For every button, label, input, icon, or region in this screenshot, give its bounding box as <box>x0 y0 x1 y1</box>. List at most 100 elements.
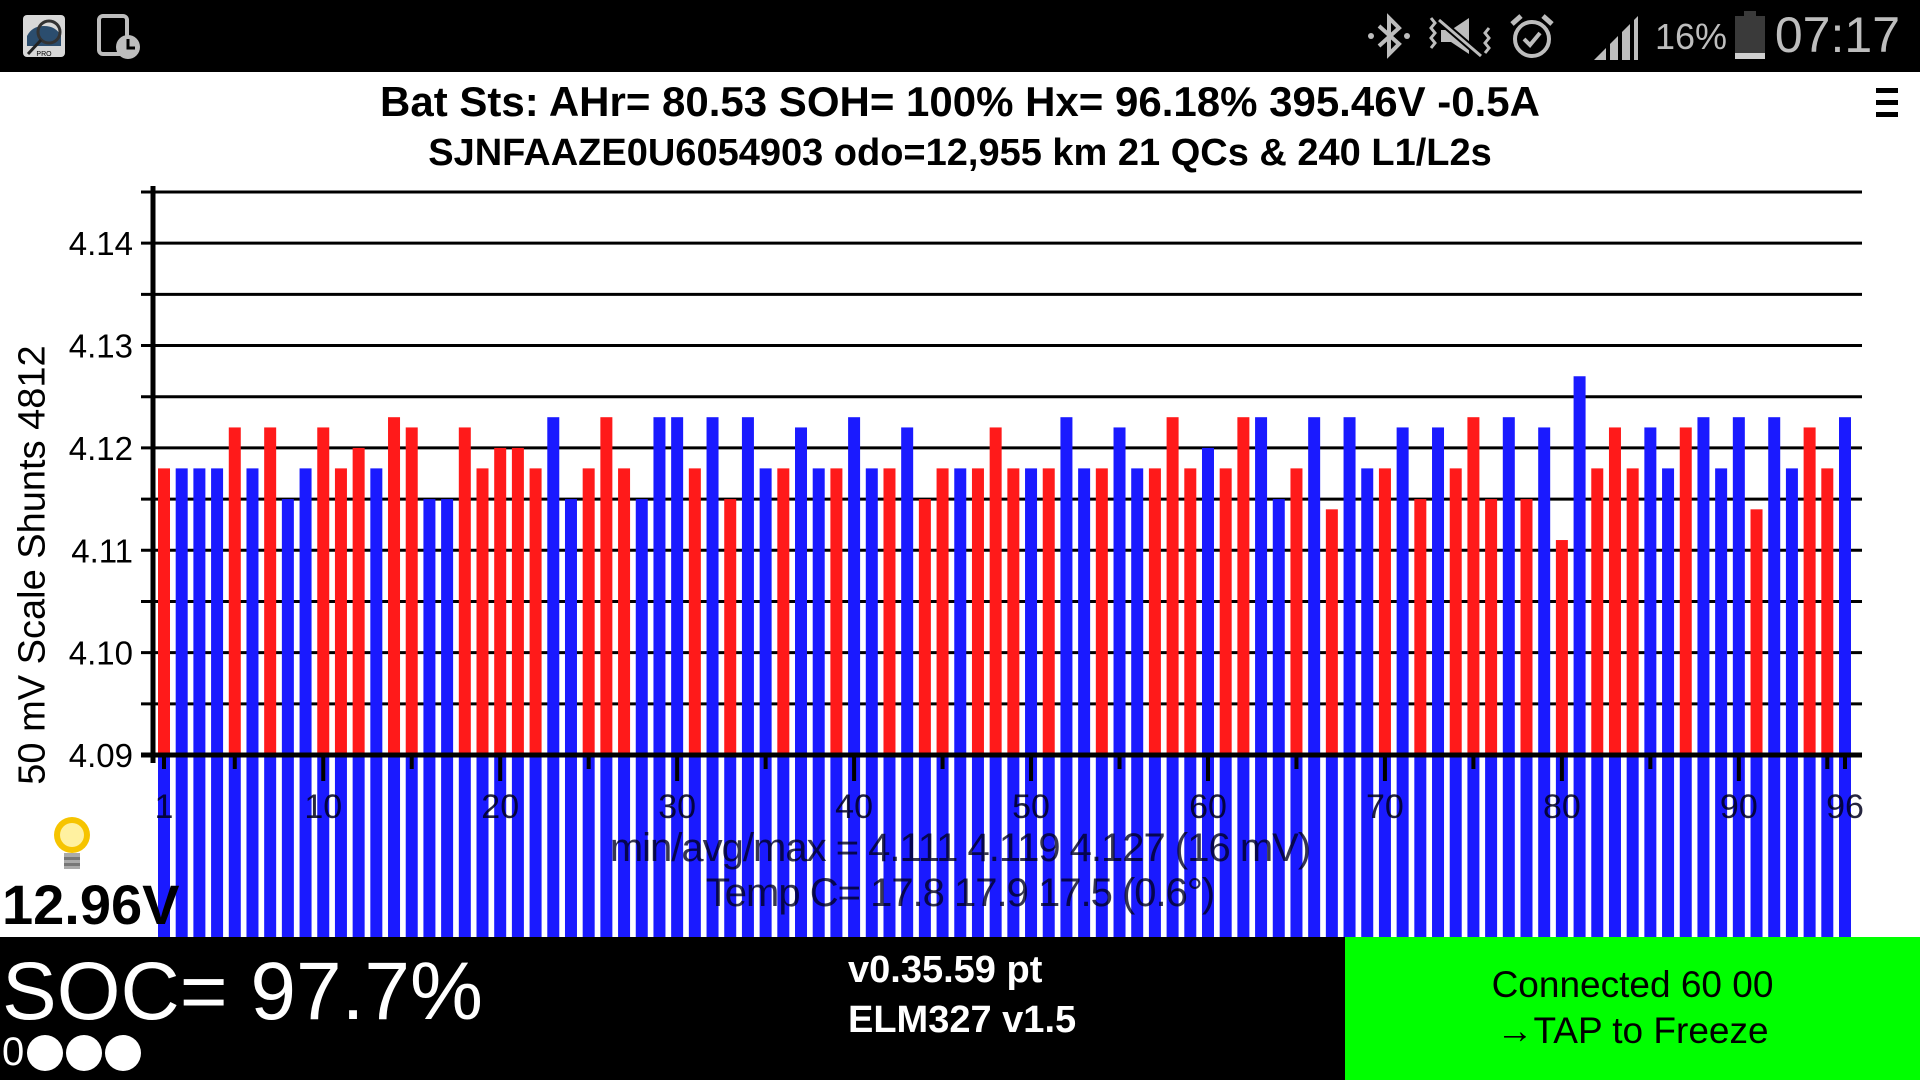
shunt-bar <box>1255 755 1268 937</box>
cell-bar <box>1538 427 1551 755</box>
shunt-bar <box>1166 755 1179 937</box>
shunt-bar <box>1803 755 1816 937</box>
cell-bar <box>1662 468 1675 755</box>
x-tick-label: 80 <box>1543 788 1581 826</box>
cell-bar <box>777 468 790 755</box>
cell-bar <box>1449 468 1462 755</box>
connection-freeze-button[interactable]: Connected 60 00 →TAP to Freeze <box>1345 937 1920 1080</box>
cell-bar <box>1485 499 1498 755</box>
shunt-bar <box>211 755 224 937</box>
cell-bar <box>175 468 188 755</box>
shunt-bar <box>1732 755 1745 937</box>
cell-bar <box>954 468 967 755</box>
cell-bar <box>865 468 878 755</box>
cell-bar <box>1626 468 1639 755</box>
shunt-bar <box>1591 755 1604 937</box>
shunt-bar <box>1042 755 1055 937</box>
alarm-icon <box>1510 14 1554 58</box>
cell-bar <box>1715 468 1728 755</box>
cell-bar <box>1697 417 1710 755</box>
cell-bar <box>795 427 808 755</box>
cell-bar <box>564 499 577 755</box>
battery-status-line: Bat Sts: AHr= 80.53 SOH= 100% Hx= 96.18%… <box>380 78 1540 125</box>
cell-bar <box>494 447 507 755</box>
shunt-bar <box>1626 755 1639 937</box>
cell-bar <box>1095 468 1108 755</box>
signal-icon <box>1594 16 1638 60</box>
shunt-bar <box>759 755 772 937</box>
cell-bar <box>618 468 631 755</box>
shunt-bar <box>1821 755 1834 937</box>
shunt-bar <box>547 755 560 937</box>
shunt-bar <box>1060 755 1073 937</box>
clock: 07:17 <box>1774 7 1900 63</box>
shunt-bar <box>600 755 613 937</box>
dot-icon <box>105 1034 142 1071</box>
cell-bar <box>1520 499 1533 755</box>
cell-bar <box>193 468 206 755</box>
shunt-bar <box>1378 755 1391 937</box>
aux-battery-voltage: 12.96V <box>2 873 180 936</box>
voltage-summary: min/avg/max = 4.111 4.119 4.127 (16 mV) <box>609 826 1311 870</box>
shunt-bar <box>1095 755 1108 937</box>
shunt-bar <box>1148 755 1161 937</box>
shunt-bar <box>441 755 454 937</box>
cell-bar <box>1237 417 1250 755</box>
y-tick-label: 4.09 <box>69 737 133 774</box>
cell-bar <box>971 468 984 755</box>
cell-bar <box>582 468 595 755</box>
cell-bar <box>1007 468 1020 755</box>
shunt-bar <box>724 755 737 937</box>
shunt-bar <box>334 755 347 937</box>
cell-bar <box>1290 468 1303 755</box>
shunt-bar <box>741 755 754 937</box>
shunt-bar <box>1785 755 1798 937</box>
shunt-bar <box>1679 755 1692 937</box>
shunt-bar <box>582 755 595 937</box>
x-tick-label: 30 <box>658 788 696 826</box>
shunt-bar <box>1502 755 1515 937</box>
y-axis-label: 50 mV Scale Shunts 4812 <box>11 345 54 785</box>
shunt-bar <box>1025 755 1038 937</box>
y-tick-label: 4.13 <box>69 328 133 365</box>
cell-bar <box>158 468 170 755</box>
cell-bar <box>741 417 754 755</box>
shunt-bar <box>1839 755 1851 937</box>
shunt-bar <box>423 755 436 937</box>
cell-bar <box>883 468 896 755</box>
cell-bar <box>706 417 719 755</box>
shunt-bar <box>529 755 542 937</box>
shunt-bar <box>688 755 701 937</box>
cell-bar <box>1502 417 1515 755</box>
app-version: v0.35.59 pt <box>848 949 1043 991</box>
cell-bar <box>724 499 737 755</box>
shunt-bar <box>989 755 1002 937</box>
menu-button[interactable] <box>1876 88 1898 122</box>
shunt-bar <box>795 755 808 937</box>
cell-bar <box>1591 468 1604 755</box>
cell-bar <box>1608 427 1621 755</box>
shunt-bar <box>1007 755 1020 937</box>
cell-bar <box>228 427 241 755</box>
x-tick-label: 20 <box>481 788 519 826</box>
shunt-bar <box>971 755 984 937</box>
cell-voltage-chart[interactable]: 4.09 4.10 4.11 4.12 4.13 4.14 1 10 20 30 40 50 60 70 8… <box>0 0 1920 940</box>
y-tick-label: 4.11 <box>71 532 133 569</box>
shunt-bar <box>1219 755 1232 937</box>
shunt-bar <box>936 755 949 937</box>
cell-bar <box>334 468 347 755</box>
cell-bar <box>1679 427 1692 755</box>
cell-bar <box>1201 447 1214 755</box>
cell-bar <box>246 468 259 755</box>
shunt-bar <box>918 755 931 937</box>
shunt-bar <box>1555 755 1568 937</box>
shunt-bar <box>458 755 471 937</box>
shunt-bar <box>405 755 418 937</box>
shunt-bar <box>1768 755 1781 937</box>
cell-bar <box>1166 417 1179 755</box>
cell-bar <box>812 468 825 755</box>
state-of-charge: SOC= 97.7% <box>2 946 483 1037</box>
x-tick-label: 60 <box>1189 788 1227 826</box>
shunt-bar <box>1449 755 1462 937</box>
shunt-bar <box>1697 755 1710 937</box>
